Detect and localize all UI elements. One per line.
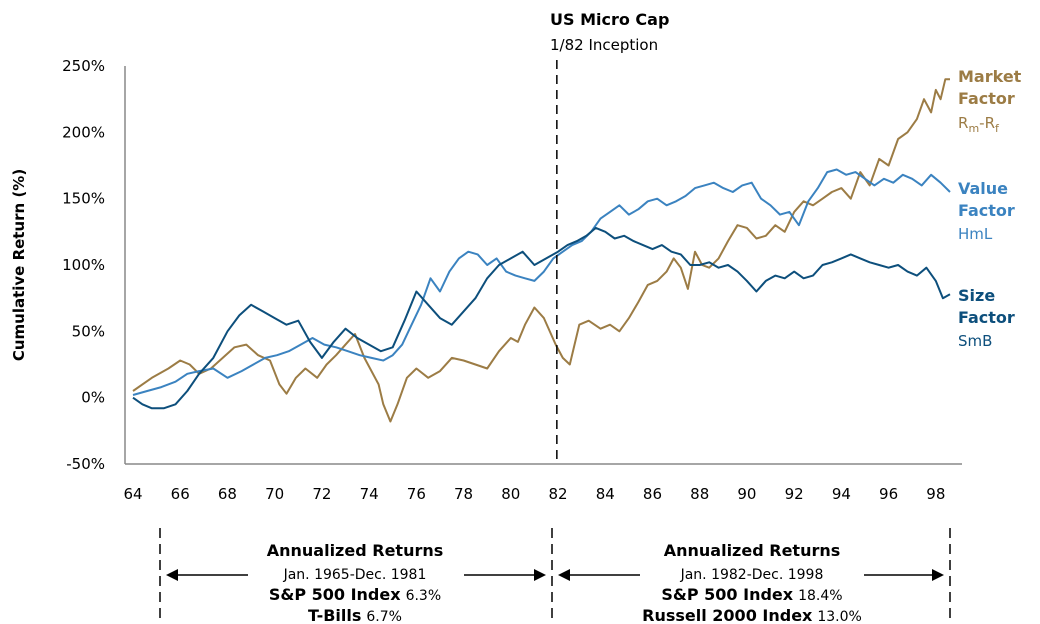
left-box-title: Annualized Returns [267, 541, 444, 560]
y-tick-label: 150% [62, 190, 105, 208]
series-line-size-factor [132, 226, 951, 410]
x-tick-label: 92 [785, 485, 804, 503]
left-row2-value: 6.7% [366, 609, 402, 624]
formula-minus-r: -R [979, 114, 995, 132]
y-tick-label: 0% [81, 389, 105, 407]
x-tick-label: 70 [265, 485, 284, 503]
right-box-title: Annualized Returns [664, 541, 841, 560]
legend-size: Size Factor SmB [958, 286, 1015, 350]
x-tick-label: 68 [218, 485, 237, 503]
x-tick-label: 86 [643, 485, 662, 503]
x-tick-labels: 64 66 68 70 72 74 76 78 80 82 84 86 88 90 92 94 96 98 [123, 485, 945, 503]
formula-m: m [968, 122, 979, 135]
right-row2-label: Russell 2000 Index [642, 606, 813, 624]
y-tick-labels: 250% 200% 150% 100% 50% 0% -50% [62, 57, 105, 473]
series-layer [132, 78, 951, 423]
x-tick-label: 66 [171, 485, 190, 503]
left-box-period: Jan. 1965-Dec. 1981 [283, 567, 427, 583]
x-tick-label: 80 [501, 485, 520, 503]
legend-size-sub: SmB [958, 332, 992, 350]
y-axis-label: Cumulative Return (%) [10, 169, 28, 361]
x-tick-label: 78 [454, 485, 473, 503]
legend-market-formula: Rm-Rf [958, 114, 1000, 135]
legend-value-line2: Factor [958, 201, 1015, 220]
right-row1-value: 18.4% [798, 588, 842, 604]
event-subtitle: 1/82 Inception [550, 36, 658, 54]
left-arrowhead-b [534, 569, 546, 581]
right-returns-box: Annualized Returns Jan. 1982-Dec. 1998 S… [642, 541, 862, 624]
left-row1-value: 6.3% [406, 588, 442, 604]
legend-size-line1: Size [958, 286, 995, 305]
left-row1-label: S&P 500 Index [269, 585, 401, 604]
legend-market-line2: Factor [958, 89, 1015, 108]
x-tick-label: 72 [312, 485, 331, 503]
y-tick-label: 200% [62, 123, 105, 141]
x-tick-label: 82 [548, 485, 567, 503]
formula-f: f [995, 122, 1000, 135]
y-tick-label: -50% [66, 455, 105, 473]
x-tick-label: 94 [832, 485, 851, 503]
left-returns-box: Annualized Returns Jan. 1965-Dec. 1981 S… [267, 541, 444, 624]
legend-value-sub: HmL [958, 225, 993, 243]
right-box-row1: S&P 500 Index 18.4% [661, 585, 842, 604]
right-arrowhead-b [932, 569, 944, 581]
event-title: US Micro Cap [550, 10, 669, 29]
y-tick-label: 250% [62, 57, 105, 75]
left-arrowhead-a [166, 569, 178, 581]
right-arrowhead-a [558, 569, 570, 581]
y-tick-label: 100% [62, 256, 105, 274]
left-box-row1: S&P 500 Index 6.3% [269, 585, 441, 604]
right-row1-label: S&P 500 Index [661, 585, 793, 604]
legend-value: Value Factor HmL [958, 179, 1015, 243]
x-tick-label: 90 [737, 485, 756, 503]
legend-value-line1: Value [958, 179, 1008, 198]
formula-r: R [958, 114, 968, 132]
series-line-value-factor [132, 168, 951, 396]
x-tick-label: 76 [407, 485, 426, 503]
x-tick-label: 88 [690, 485, 709, 503]
y-tick-label: 50% [72, 322, 105, 340]
right-row2-value: 13.0% [817, 609, 861, 624]
legend-market-line1: Market [958, 67, 1022, 86]
x-tick-label: 74 [360, 485, 379, 503]
series-line-market-factor [132, 78, 950, 423]
right-box-period: Jan. 1982-Dec. 1998 [680, 567, 824, 583]
x-tick-label: 84 [596, 485, 615, 503]
x-tick-label: 96 [879, 485, 898, 503]
legend-size-line2: Factor [958, 308, 1015, 327]
left-box-row2: T-Bills 6.7% [308, 606, 402, 624]
left-row2-label: T-Bills [308, 606, 361, 624]
legend-market: Market Factor Rm-Rf [958, 67, 1022, 135]
period-markers [159, 528, 951, 624]
x-tick-label: 64 [123, 485, 142, 503]
x-tick-label: 98 [926, 485, 945, 503]
right-box-row2: Russell 2000 Index 13.0% [642, 606, 862, 624]
